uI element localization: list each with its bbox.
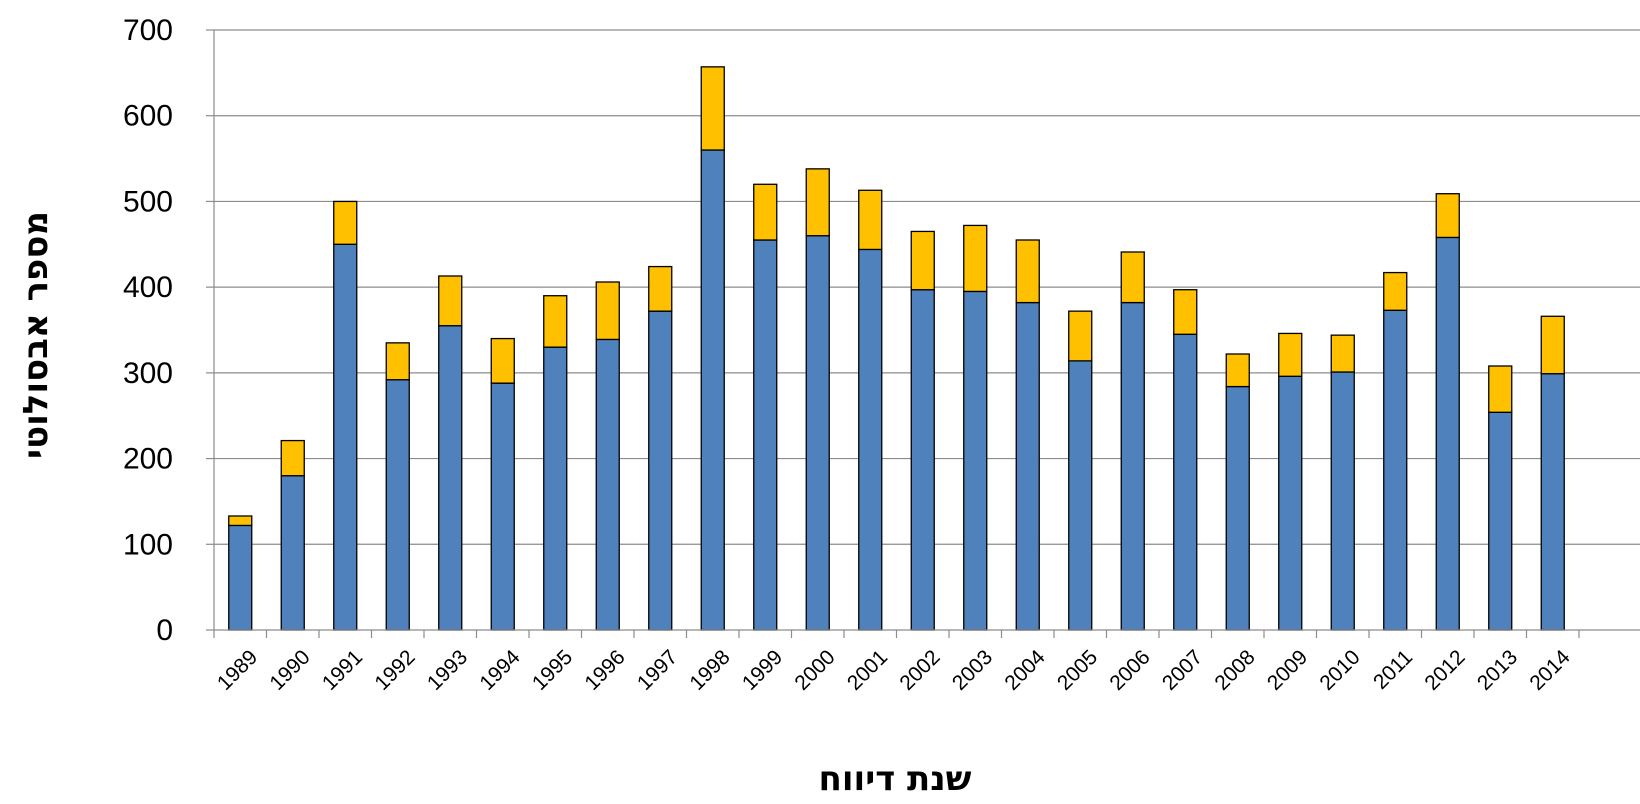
x-tick-label: 1990 bbox=[265, 646, 314, 695]
bar-segment-1989-lower bbox=[228, 524, 253, 631]
x-tick-label: 2003 bbox=[948, 646, 997, 695]
bar-segment-2014-upper bbox=[1540, 315, 1565, 375]
bar-segment-1992-upper bbox=[385, 342, 410, 381]
bar-segment-1995-upper bbox=[543, 295, 568, 348]
bar-segment-2012-upper bbox=[1435, 193, 1460, 239]
x-tick-label: 1997 bbox=[633, 646, 682, 695]
bar-segment-2001-lower bbox=[858, 248, 883, 631]
y-tick-label: 500 bbox=[123, 185, 173, 218]
bar-segment-2005-upper bbox=[1068, 310, 1093, 362]
bar-segment-2012-lower bbox=[1435, 236, 1460, 631]
x-tick-label: 2011 bbox=[1369, 646, 1417, 694]
bar-segment-2003-lower bbox=[963, 290, 988, 631]
y-axis-title: מספר אבסולוטי bbox=[16, 211, 56, 459]
x-tick-label: 1995 bbox=[528, 646, 577, 695]
x-tick-label: 2014 bbox=[1525, 645, 1575, 695]
bar-segment-2011-upper bbox=[1383, 271, 1408, 311]
x-tick-label: 2008 bbox=[1210, 646, 1259, 695]
y-tick-label: 700 bbox=[123, 14, 173, 47]
x-tick-label: 2009 bbox=[1263, 646, 1312, 695]
y-tick-label: 300 bbox=[123, 357, 173, 390]
bar-segment-2008-lower bbox=[1225, 385, 1250, 631]
x-tick-label: 2005 bbox=[1053, 646, 1102, 695]
bar-segment-2002-upper bbox=[910, 230, 935, 291]
bar-segment-1996-upper bbox=[595, 281, 620, 341]
y-tick-label: 600 bbox=[123, 100, 173, 133]
bar-segment-1991-lower bbox=[333, 243, 358, 631]
x-axis-title: שנת דיווח bbox=[819, 759, 972, 799]
x-tick-label: 1989 bbox=[213, 646, 262, 695]
bar-segment-2005-lower bbox=[1068, 360, 1093, 631]
bar-segment-1995-lower bbox=[543, 346, 568, 631]
bar-segment-2000-upper bbox=[805, 168, 830, 237]
x-tick-label: 2000 bbox=[790, 646, 839, 695]
bar-segment-2010-lower bbox=[1330, 371, 1355, 631]
x-tick-label: 2007 bbox=[1158, 646, 1207, 695]
x-axis: 1989 1990 1991 1992 1993 1994 1995 1996 1997 1998… bbox=[213, 629, 1640, 695]
bar-segment-2000-lower bbox=[805, 235, 830, 631]
bar-segment-2010-upper bbox=[1330, 334, 1355, 373]
bar-segment-2001-upper bbox=[858, 189, 883, 251]
bar-segment-1998-upper bbox=[700, 66, 725, 151]
bar-segment-1996-lower bbox=[595, 338, 620, 631]
bar-segment-2006-upper bbox=[1120, 251, 1145, 304]
y-tick-label: 0 bbox=[156, 614, 173, 647]
bar-segment-1993-lower bbox=[438, 325, 463, 631]
bar-segment-2007-lower bbox=[1173, 333, 1198, 631]
bar-segment-2006-lower bbox=[1120, 301, 1145, 631]
bar-segment-2013-upper bbox=[1488, 365, 1513, 413]
x-tick-label: 1992 bbox=[370, 646, 419, 695]
bar-segment-2007-upper bbox=[1173, 289, 1198, 335]
bars-group bbox=[228, 66, 1565, 631]
bar-segment-1997-upper bbox=[648, 265, 673, 312]
bar-segment-1992-lower bbox=[385, 379, 410, 631]
bar-segment-1990-lower bbox=[280, 475, 305, 631]
y-tick-label: 100 bbox=[123, 528, 173, 561]
x-tick-label: 1993 bbox=[423, 646, 472, 695]
bar-segment-1994-lower bbox=[490, 382, 515, 631]
bar-segment-2009-lower bbox=[1278, 375, 1303, 631]
x-tick-label: 2004 bbox=[1000, 645, 1050, 695]
x-tick-label: 2001 bbox=[843, 646, 892, 695]
x-tick-label: 1996 bbox=[580, 646, 629, 695]
x-tick-label: 1998 bbox=[685, 646, 734, 695]
bar-segment-1998-lower bbox=[700, 149, 725, 631]
bar-segment-1997-lower bbox=[648, 310, 673, 631]
y-tick-label: 200 bbox=[123, 443, 173, 476]
bar-segment-2013-lower bbox=[1488, 411, 1513, 631]
bar-segment-2014-lower bbox=[1540, 373, 1565, 631]
bar-segment-1990-upper bbox=[280, 439, 305, 477]
x-tick-label: 2010 bbox=[1315, 646, 1364, 695]
bar-segment-2003-upper bbox=[963, 224, 988, 293]
bar-segment-2002-lower bbox=[910, 289, 935, 631]
bar-segment-2004-lower bbox=[1015, 301, 1040, 631]
bar-segment-2004-upper bbox=[1015, 239, 1040, 304]
bar-segment-2008-upper bbox=[1225, 353, 1250, 388]
bar-segment-1991-upper bbox=[333, 200, 358, 245]
bar-segment-1993-upper bbox=[438, 275, 463, 327]
bar-segment-1994-upper bbox=[490, 337, 515, 384]
x-tick-label: 1999 bbox=[738, 646, 787, 695]
x-tick-label: 2013 bbox=[1473, 646, 1522, 695]
bar-segment-1999-lower bbox=[753, 239, 778, 631]
bar-segment-2011-lower bbox=[1383, 309, 1408, 631]
bar-segment-1999-upper bbox=[753, 183, 778, 241]
y-axis: 0 100 200 300 400 500 600 700 bbox=[123, 14, 215, 647]
x-tick-label: 1991 bbox=[318, 646, 367, 695]
y-tick-label: 400 bbox=[123, 271, 173, 304]
bar-segment-2009-upper bbox=[1278, 332, 1303, 377]
x-tick-label: 1994 bbox=[475, 645, 525, 695]
x-tick-label: 2006 bbox=[1105, 646, 1154, 695]
x-tick-label: 2012 bbox=[1420, 646, 1469, 695]
bar-segment-1989-upper bbox=[228, 515, 253, 527]
x-tick-label: 2002 bbox=[895, 646, 944, 695]
